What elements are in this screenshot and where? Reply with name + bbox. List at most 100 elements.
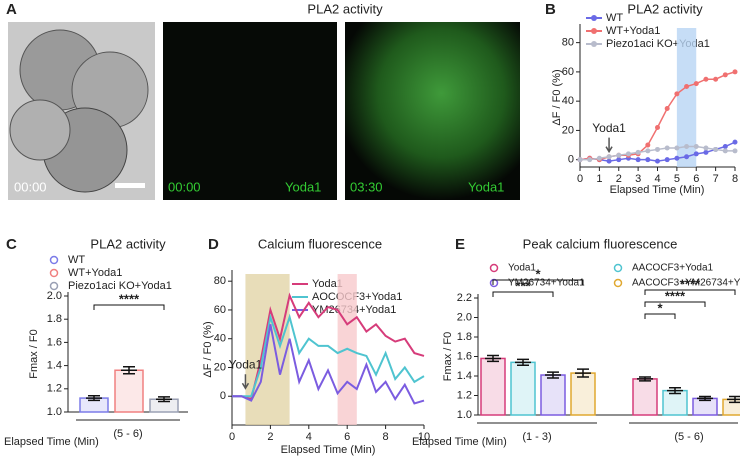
point	[635, 157, 641, 163]
legend-label: AACOCF3+Yoda1	[632, 263, 714, 274]
timestamp: 00:00	[14, 179, 47, 194]
point	[587, 157, 593, 163]
significance-bracket	[492, 279, 584, 285]
highlight	[245, 274, 290, 425]
error-bar	[156, 396, 172, 403]
y-tick-label: 1.6	[47, 336, 62, 348]
y-tick-label: 0	[568, 154, 574, 166]
point	[713, 76, 719, 82]
significance-label: ****	[680, 276, 701, 291]
chart-title: PLA2 activity	[627, 1, 703, 16]
x-tick-label: 7	[713, 173, 719, 185]
series-line	[232, 324, 425, 405]
error-bar	[667, 386, 683, 395]
significance-bracket	[93, 304, 165, 310]
x-tick-label: 6	[693, 173, 699, 185]
y-tick-label: 20	[214, 361, 226, 373]
x-tick-label: 10	[418, 431, 430, 443]
point	[703, 76, 709, 82]
y-tick-label: 1.2	[457, 389, 472, 401]
significance-bracket	[492, 291, 554, 297]
point	[635, 149, 641, 155]
x-tick-label: 3	[635, 173, 641, 185]
series-line	[232, 313, 425, 398]
series-line	[579, 71, 736, 161]
caption: Yoda1	[468, 179, 504, 194]
annotation: Yoda1	[229, 357, 263, 371]
significance-label: *	[657, 300, 663, 315]
x-tick-label: 8	[732, 173, 738, 185]
x-tick-label: 5	[674, 173, 680, 185]
x-tick-label: (5 - 6)	[674, 431, 703, 443]
x-tick-label: (1 - 3)	[522, 431, 551, 443]
y-tick-label: 80	[214, 275, 226, 287]
significance-label: *	[535, 266, 541, 281]
y-tick-label: 1.6	[457, 350, 472, 362]
significance-label: ***	[515, 278, 531, 293]
x-tick-label: (5 - 6)	[113, 428, 142, 440]
point	[674, 145, 680, 151]
legend-swatch	[591, 28, 597, 34]
point	[606, 158, 612, 164]
x-tick-label: 6	[344, 431, 350, 443]
error-bar	[515, 358, 531, 367]
fluorescence-image	[345, 22, 520, 200]
error-bar	[121, 366, 137, 375]
y-tick-label: 1.8	[47, 313, 62, 325]
significance-bracket	[644, 301, 706, 307]
legend-label: Yoda1	[312, 278, 343, 290]
highlight	[676, 28, 697, 167]
point	[703, 149, 709, 155]
chart-title: PLA2 activity	[90, 236, 166, 251]
error-bar	[485, 354, 501, 363]
point	[722, 72, 728, 78]
error-bar	[697, 395, 713, 402]
x-axis-label: Elapsed Time (Min)	[281, 444, 376, 456]
y-axis-label: ΔF / F0 (%)	[202, 321, 214, 377]
y-tick-label: 1.0	[47, 406, 62, 418]
point	[713, 146, 719, 152]
point	[674, 91, 680, 97]
significance-label: ****	[119, 291, 140, 306]
y-axis-label: Fmax / F0	[442, 332, 454, 382]
legend-swatch	[591, 15, 597, 21]
legend-label: WT+Yoda1	[68, 267, 122, 279]
point	[693, 144, 699, 150]
y-tick-label: 80	[562, 37, 574, 49]
y-tick-label: 1.4	[457, 370, 472, 382]
error-bar	[575, 368, 591, 378]
brightfield-image	[8, 22, 155, 200]
point	[655, 146, 660, 152]
point	[645, 157, 651, 163]
point	[732, 139, 738, 145]
y-tick-label: 60	[562, 66, 574, 78]
annotation-arrow	[605, 137, 613, 154]
caption: Yoda1	[285, 179, 321, 194]
timestamp: 00:00	[168, 179, 201, 194]
chart-title: Peak calcium fluorescence	[523, 236, 678, 251]
legend-swatch	[613, 263, 623, 273]
x-tick-label: 2	[267, 431, 273, 443]
point	[693, 81, 699, 87]
x-axis-label: Elapsed Time (Min)	[4, 436, 99, 448]
point	[684, 144, 690, 150]
significance-bracket	[644, 313, 676, 319]
x-axis-label: Elapsed Time (Min)	[412, 436, 507, 448]
error-bar	[86, 395, 102, 402]
panel-title: PLA2 activity	[307, 1, 383, 16]
panel-label: A	[6, 1, 17, 18]
legend-swatch	[49, 281, 59, 291]
panel-label: B	[545, 1, 556, 18]
x-tick-label: 4	[654, 173, 660, 185]
point	[674, 155, 680, 161]
timestamp: 03:30	[350, 179, 383, 194]
x-tick-label: 0	[577, 173, 583, 185]
bar	[570, 372, 596, 416]
point	[664, 145, 670, 151]
y-tick-label: 1.0	[457, 409, 472, 421]
error-bar	[637, 376, 653, 382]
chart-title: Calcium fluorescence	[258, 236, 382, 251]
series-line	[232, 292, 425, 401]
point	[606, 154, 612, 160]
